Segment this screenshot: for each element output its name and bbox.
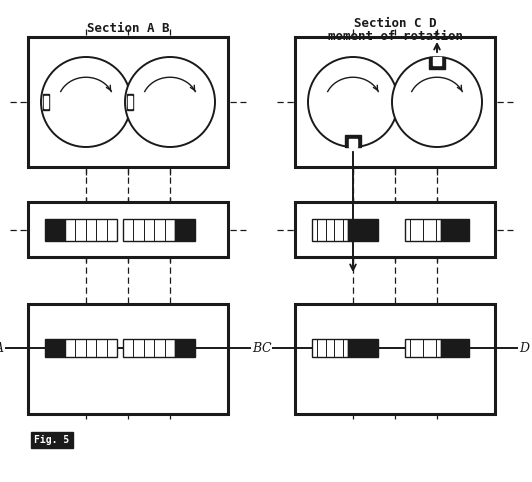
Circle shape (308, 57, 398, 147)
Bar (405, 339, 441, 357)
Bar (45, 339, 65, 357)
Bar (28, 202, 228, 257)
Bar (175, 339, 195, 357)
Text: C: C (261, 342, 271, 354)
Bar (175, 218, 195, 241)
Bar (312, 218, 348, 241)
Polygon shape (128, 96, 132, 108)
Circle shape (125, 57, 215, 147)
Bar (28, 37, 228, 167)
Bar (348, 339, 378, 357)
Bar (441, 339, 469, 357)
Bar (65, 218, 117, 241)
Bar (123, 218, 175, 241)
Bar (312, 339, 348, 357)
Text: Fig. 5: Fig. 5 (35, 435, 70, 445)
Bar (65, 339, 117, 357)
Circle shape (392, 57, 482, 147)
Text: B: B (252, 342, 261, 354)
Polygon shape (127, 94, 133, 110)
Polygon shape (433, 57, 441, 65)
Bar (295, 37, 495, 167)
Bar (348, 218, 378, 241)
Bar (295, 304, 495, 414)
Bar (405, 218, 441, 241)
Text: D: D (519, 342, 529, 354)
Bar (28, 304, 228, 414)
Polygon shape (349, 139, 357, 147)
Polygon shape (43, 94, 49, 110)
Polygon shape (429, 57, 445, 69)
Text: Section C D: Section C D (354, 17, 436, 30)
Polygon shape (345, 135, 361, 147)
Bar (441, 218, 469, 241)
Text: moment of rotation: moment of rotation (328, 30, 462, 43)
Bar (45, 218, 65, 241)
Circle shape (41, 57, 131, 147)
Bar (295, 202, 495, 257)
Text: Section A B: Section A B (87, 22, 169, 35)
Bar (123, 339, 175, 357)
Text: A: A (0, 342, 4, 354)
Polygon shape (44, 96, 48, 108)
